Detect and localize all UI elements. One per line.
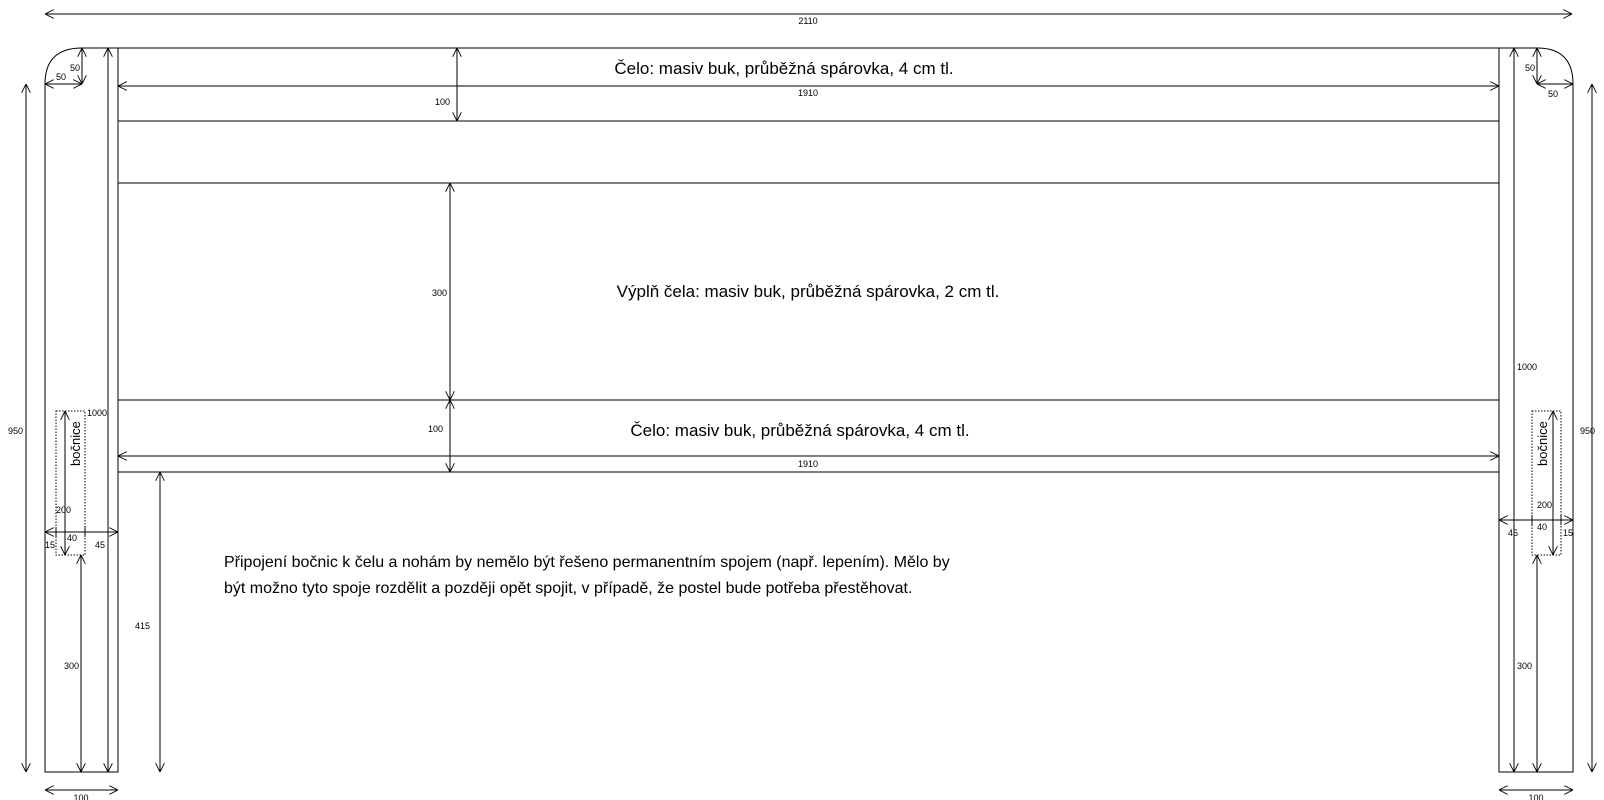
dimension-values: 2110 1910 1910 100 300 100 415 50 50 950… bbox=[8, 16, 1595, 800]
dim-infill-height: 300 bbox=[432, 288, 447, 298]
dim-left-offset-45: 45 bbox=[95, 540, 105, 550]
dim-left-floor-clearance: 300 bbox=[64, 661, 79, 671]
dim-bottom-rail-height: 100 bbox=[428, 424, 443, 434]
infill-label: Výplň čela: masiv buk, průběžná spárovka… bbox=[617, 282, 1000, 301]
text-labels: Čelo: masiv buk, průběžná spárovka, 4 cm… bbox=[68, 59, 1550, 597]
dim-right-offset-15: 15 bbox=[1563, 528, 1573, 538]
dim-right-post-height: 950 bbox=[1580, 426, 1595, 436]
dim-bottom-rail-width: 1910 bbox=[798, 459, 818, 469]
top-rail-label: Čelo: masiv buk, průběžná spárovka, 4 cm… bbox=[614, 59, 953, 78]
bottom-rail-label: Čelo: masiv buk, průběžná spárovka, 4 cm… bbox=[630, 421, 969, 440]
dim-right-headboard-height: 1000 bbox=[1517, 362, 1537, 372]
dim-right-offset-45: 45 bbox=[1508, 528, 1518, 538]
dim-left-post-height: 950 bbox=[8, 426, 23, 436]
dim-rail-clearance: 415 bbox=[135, 621, 150, 631]
dim-right-floor-clearance: 300 bbox=[1517, 661, 1532, 671]
dimension-lines bbox=[26, 14, 1592, 790]
dim-left-radius-v: 50 bbox=[70, 63, 80, 73]
headboard-structure bbox=[44, 47, 1574, 773]
right-side-rail-label: bočnice bbox=[1535, 421, 1550, 466]
dim-left-offset-40: 40 bbox=[67, 533, 77, 543]
right-post-outline bbox=[1498, 47, 1574, 773]
dim-right-radius-v: 50 bbox=[1525, 63, 1535, 73]
dim-left-radius-h: 50 bbox=[56, 72, 66, 82]
dim-overall-width: 2110 bbox=[798, 16, 817, 26]
dim-right-post-width: 100 bbox=[1528, 793, 1543, 800]
dim-left-offset-15: 15 bbox=[45, 540, 55, 550]
dim-top-rail-width: 1910 bbox=[798, 88, 818, 98]
note-line-1: Připojení bočnic k čelu a nohám by neměl… bbox=[224, 554, 950, 571]
dim-left-post-width: 100 bbox=[73, 793, 88, 800]
dim-right-offset-40: 40 bbox=[1537, 522, 1547, 532]
note-line-2: být možno tyto spoje rozdělit a později … bbox=[224, 580, 912, 597]
dim-top-rail-height: 100 bbox=[435, 97, 450, 107]
dim-left-side-rail-height: 200 bbox=[56, 505, 71, 515]
dim-left-headboard-height: 1000 bbox=[87, 408, 107, 418]
dim-right-radius-h: 50 bbox=[1548, 89, 1558, 99]
dim-right-side-rail-height: 200 bbox=[1537, 500, 1552, 510]
right-side-rail-outline bbox=[1531, 410, 1562, 556]
left-side-rail-outline bbox=[55, 410, 86, 556]
left-side-rail-label: bočnice bbox=[68, 421, 83, 466]
